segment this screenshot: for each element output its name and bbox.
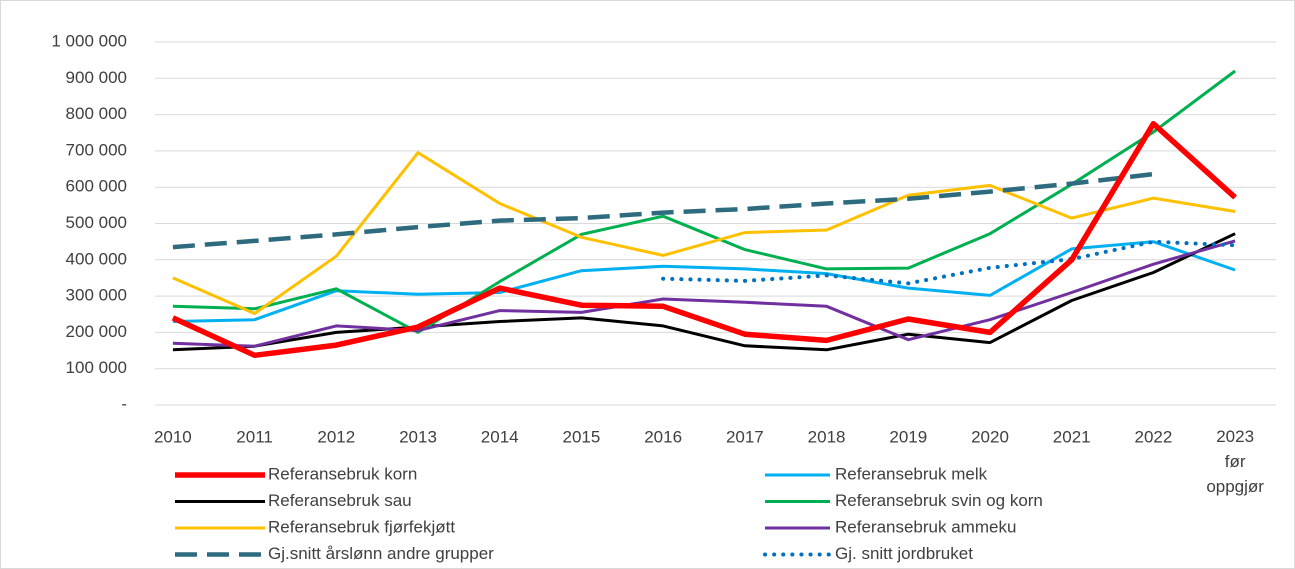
series-line xyxy=(171,120,1237,359)
x-tick-label: 2018 xyxy=(808,427,846,446)
y-tick-label: - xyxy=(121,394,127,413)
legend-label: Referansebruk korn xyxy=(268,464,417,483)
legend-label: Referansebruk sau xyxy=(268,491,412,510)
x-tick-label-line: før xyxy=(1225,452,1246,471)
x-tick-label: 2015 xyxy=(563,427,601,446)
series-line xyxy=(172,151,1236,315)
x-tick-label: 2013 xyxy=(399,427,437,446)
x-tick-label: 2014 xyxy=(481,427,519,446)
x-tick-label-line: 2023 xyxy=(1216,427,1254,446)
x-tick-label: 2017 xyxy=(726,427,764,446)
x-tick-label-line: oppgjør xyxy=(1206,477,1264,496)
x-tick-label: 2022 xyxy=(1135,427,1173,446)
x-tick-label: 2012 xyxy=(317,427,355,446)
legend-label: Referansebruk melk xyxy=(835,464,988,483)
x-tick-label: 2023 før oppgjør xyxy=(1206,427,1264,496)
y-tick-label: 600 000 xyxy=(66,177,127,196)
y-tick-label: 400 000 xyxy=(66,249,127,268)
legend-label: Referansebruk svin og korn xyxy=(835,491,1043,510)
series-line xyxy=(172,239,1236,348)
series-line xyxy=(172,171,1154,250)
x-tick-label: 2019 xyxy=(889,427,927,446)
y-tick-label: 900 000 xyxy=(66,68,127,87)
series-line xyxy=(172,240,1236,323)
series-line xyxy=(172,232,1236,352)
x-tick-label: 2011 xyxy=(236,427,273,446)
y-tick-label: 800 000 xyxy=(66,104,127,123)
y-tick-label: 1 000 000 xyxy=(51,31,127,50)
x-tick-label: 2020 xyxy=(971,427,1009,446)
legend-label: Referansebruk fjørfekjøtt xyxy=(268,517,455,536)
x-tick-label: 2021 xyxy=(1053,427,1091,446)
x-tick-label: 2016 xyxy=(644,427,682,446)
series-line xyxy=(172,69,1236,334)
legend-label: Gj. snitt jordbruket xyxy=(835,544,973,563)
legend-label: Gj.snitt årslønn andre grupper xyxy=(268,544,494,563)
y-tick-label: 700 000 xyxy=(66,140,127,159)
series-line xyxy=(661,239,1238,286)
y-tick-label: 300 000 xyxy=(66,286,127,305)
legend-label: Referansebruk ammeku xyxy=(835,517,1016,536)
y-tick-label: 100 000 xyxy=(66,358,127,377)
x-tick-label: 2010 xyxy=(154,427,192,446)
y-tick-label: 500 000 xyxy=(66,213,127,232)
y-tick-label: 200 000 xyxy=(66,322,127,341)
